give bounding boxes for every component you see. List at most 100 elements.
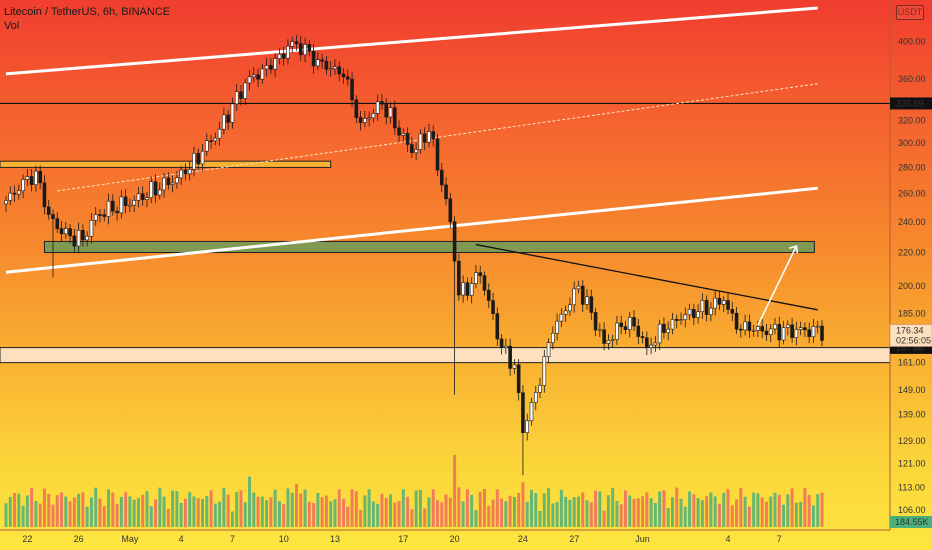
candle-body — [606, 340, 611, 344]
volume-bar — [359, 509, 363, 527]
volume-bar — [230, 511, 234, 527]
price-tick-label: 161.00 — [898, 358, 926, 368]
volume-bar — [598, 491, 602, 527]
candle-body — [469, 283, 474, 296]
volume-bar — [576, 496, 580, 527]
time-tick-label: 7 — [777, 534, 782, 544]
candle-body — [4, 200, 8, 205]
candle-body — [435, 138, 440, 171]
candle-body — [264, 65, 269, 70]
volume-bar — [542, 493, 546, 527]
candle-body — [17, 190, 21, 195]
volume-bar — [457, 487, 461, 527]
candle-body — [593, 312, 598, 331]
candle-body — [516, 364, 521, 394]
candle-body — [183, 169, 188, 175]
candle-body — [222, 114, 226, 130]
candle-body — [226, 114, 230, 123]
volume-bar — [85, 506, 89, 527]
candle-body — [623, 326, 628, 330]
candle-body — [773, 324, 777, 330]
volume-bar — [465, 489, 469, 527]
volume-bar — [256, 496, 260, 527]
candle-body — [679, 319, 683, 321]
candle-body — [422, 133, 427, 143]
volume-bar — [743, 496, 747, 527]
candle-body — [508, 345, 512, 369]
volume-bar — [692, 494, 696, 527]
volume-bar — [277, 501, 281, 527]
volume-bar — [188, 492, 192, 527]
candle-body — [410, 144, 414, 153]
price-tick-label: 260.00 — [898, 189, 926, 199]
candle-body — [25, 176, 30, 180]
volume-bar — [705, 496, 709, 527]
volume-bar — [418, 489, 422, 527]
volume-bar — [384, 497, 388, 527]
candle-body — [486, 289, 491, 301]
candle-body — [640, 336, 645, 339]
volume-bar — [30, 487, 34, 527]
candle-body — [760, 326, 764, 332]
candle-body — [739, 328, 743, 331]
candle-body — [495, 313, 500, 340]
volume-bar — [145, 491, 149, 527]
candle-body — [726, 300, 730, 310]
last-price-tag-bg — [889, 324, 932, 347]
volume-bar — [68, 501, 72, 527]
candle-body — [8, 192, 13, 201]
candle-body — [324, 60, 329, 70]
volume-bar — [124, 492, 128, 527]
candle-body — [243, 82, 248, 99]
volume-bar — [248, 476, 252, 527]
volume-value-tag: 184.55K — [895, 517, 929, 527]
volume-bar — [162, 496, 166, 527]
price-tick-label: 106.00 — [898, 505, 926, 515]
volume-bar — [128, 496, 132, 527]
volume-bar — [21, 505, 25, 527]
volume-bar — [119, 496, 123, 527]
price-tick-label: 185.00 — [898, 309, 926, 319]
volume-bar — [141, 494, 145, 527]
candle-body — [734, 312, 739, 330]
volume-bar — [739, 487, 743, 527]
volume-bar — [132, 499, 136, 527]
candle-body — [76, 230, 81, 247]
volume-bar — [329, 501, 333, 527]
candle-body — [448, 198, 453, 223]
volume-bar — [205, 495, 209, 527]
volume-bar — [269, 497, 273, 527]
volume-bar — [4, 503, 8, 527]
candle-body — [768, 328, 773, 335]
volume-bar — [453, 455, 457, 527]
volume-bar — [730, 505, 734, 527]
candle-body — [627, 317, 632, 330]
candle-body — [290, 41, 295, 47]
volume-bar — [436, 500, 439, 527]
volume-bar — [679, 498, 683, 527]
volume-bar — [201, 499, 205, 527]
candle-countdown-tag: 02:56:05 — [896, 336, 931, 346]
volume-bar — [602, 510, 606, 527]
volume-bar — [816, 494, 820, 527]
candle-body — [29, 176, 34, 185]
price-tick-label: 200.00 — [898, 281, 926, 291]
candle-body — [371, 113, 376, 119]
candle-body — [328, 68, 333, 71]
candle-body — [696, 311, 700, 318]
quote-currency-button[interactable]: USDT — [896, 5, 924, 20]
price-tick-label: 300.00 — [898, 138, 926, 148]
volume-bar — [367, 489, 371, 527]
volume-bar — [393, 502, 397, 527]
volume-bar — [512, 496, 516, 527]
candle-body — [153, 181, 158, 196]
volume-bar — [649, 498, 653, 527]
candle-body — [175, 177, 179, 184]
candle-body — [102, 214, 107, 217]
candle-body — [367, 117, 371, 120]
candle-body — [405, 133, 410, 145]
volume-bar — [346, 506, 350, 527]
volume-bar — [51, 504, 55, 527]
volume-bar — [102, 506, 106, 527]
